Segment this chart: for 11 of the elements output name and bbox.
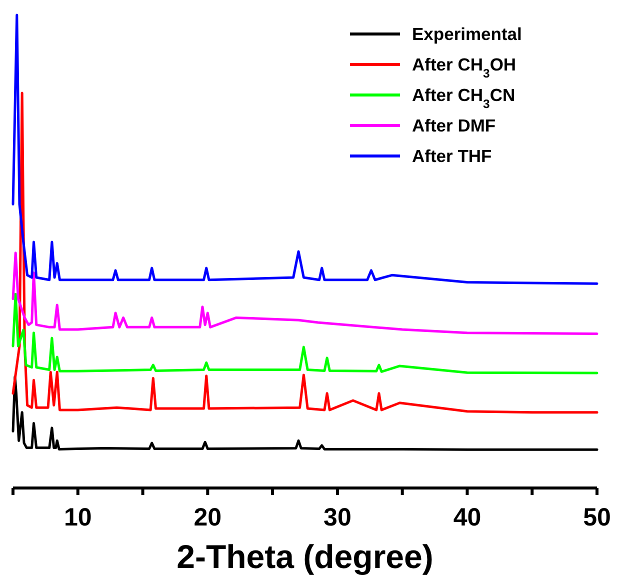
legend-label: After DMF	[412, 116, 496, 136]
legend-label: After CH$_{3}$CN	[412, 85, 516, 111]
x-tick-label: 50	[583, 504, 611, 532]
x-tick-label: 30	[324, 504, 352, 532]
legend-label: After CH$_{3}$OH	[412, 54, 516, 80]
x-axis-title: 2-Theta (degree)	[176, 538, 434, 575]
x-tick-label: 20	[194, 504, 222, 532]
legend-label: After THF	[412, 146, 492, 166]
x-tick-label: 40	[453, 504, 482, 532]
x-tick-label: 10	[64, 504, 92, 532]
legend-label: Experimental	[412, 24, 522, 44]
